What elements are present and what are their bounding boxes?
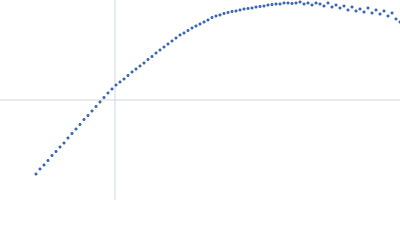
point — [394, 17, 398, 21]
point — [222, 12, 226, 15]
point — [346, 8, 350, 12]
point — [378, 12, 382, 16]
point — [318, 2, 322, 6]
point — [278, 2, 282, 6]
point — [270, 3, 274, 6]
point — [366, 6, 370, 10]
point — [202, 20, 206, 24]
point — [306, 1, 310, 5]
point — [266, 3, 270, 7]
point — [242, 7, 246, 11]
point — [114, 83, 118, 87]
point — [374, 8, 378, 12]
point — [158, 48, 162, 52]
point — [258, 5, 262, 8]
point — [186, 29, 190, 32]
chart — [0, 0, 400, 200]
point — [170, 39, 174, 43]
point — [162, 45, 166, 49]
point — [194, 24, 198, 28]
point — [342, 4, 346, 8]
point — [178, 33, 182, 37]
point — [34, 172, 38, 176]
point — [354, 9, 358, 13]
point — [226, 11, 230, 14]
point — [122, 77, 126, 81]
point — [238, 8, 242, 12]
point — [330, 5, 334, 9]
point — [62, 141, 66, 145]
point — [130, 70, 134, 74]
point — [290, 2, 294, 5]
point — [42, 163, 46, 167]
point — [118, 80, 122, 84]
point — [282, 1, 286, 5]
point — [246, 7, 250, 10]
point — [174, 36, 178, 40]
point — [146, 58, 150, 61]
point — [126, 74, 130, 77]
point — [106, 91, 110, 95]
point — [386, 14, 390, 18]
point — [50, 154, 54, 157]
point — [294, 1, 298, 5]
point — [210, 16, 214, 19]
point — [198, 22, 202, 26]
point — [302, 2, 306, 6]
point — [326, 1, 330, 5]
point — [38, 167, 42, 171]
point — [94, 105, 98, 108]
point — [298, 0, 302, 4]
point — [82, 118, 86, 121]
point — [86, 114, 90, 117]
point — [190, 26, 194, 30]
point — [90, 109, 94, 113]
point — [54, 150, 58, 153]
point — [78, 123, 82, 126]
point — [102, 96, 106, 99]
point — [274, 2, 278, 6]
point — [138, 64, 142, 68]
point — [250, 6, 254, 10]
point — [74, 127, 78, 131]
point — [310, 3, 314, 7]
point — [370, 11, 374, 15]
point — [214, 14, 218, 18]
point — [286, 1, 290, 5]
point — [110, 87, 114, 91]
point — [358, 7, 362, 11]
point — [218, 13, 222, 17]
point — [154, 51, 158, 55]
point — [142, 61, 146, 65]
point — [166, 42, 170, 46]
point — [234, 9, 238, 13]
point — [206, 18, 210, 22]
point — [350, 5, 354, 9]
point — [338, 6, 342, 10]
point — [362, 10, 366, 14]
point — [230, 10, 234, 13]
point — [134, 67, 138, 71]
point — [334, 3, 338, 7]
point — [390, 11, 394, 15]
point — [322, 4, 326, 8]
point — [182, 31, 186, 35]
point — [254, 5, 258, 9]
point — [262, 4, 266, 8]
point — [46, 159, 50, 162]
point — [66, 136, 70, 140]
point — [58, 145, 62, 149]
point — [70, 132, 74, 135]
point — [382, 9, 386, 13]
point — [314, 1, 318, 5]
point — [150, 55, 154, 58]
point — [98, 100, 102, 104]
